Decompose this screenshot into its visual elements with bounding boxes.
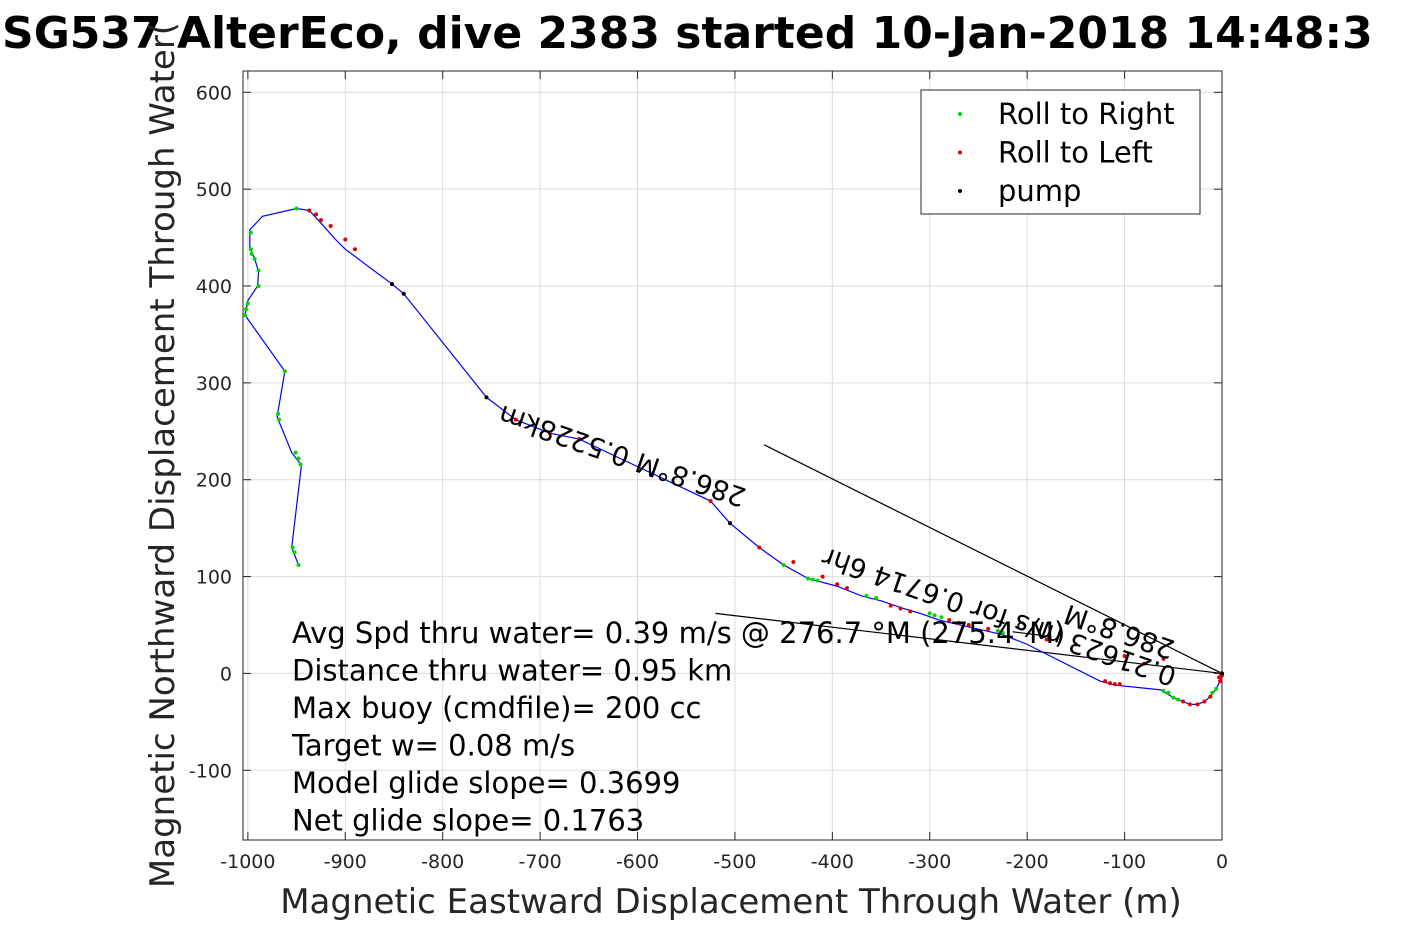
legend-marker xyxy=(958,112,962,116)
x-tick-label: -500 xyxy=(713,851,756,873)
roll-left-point xyxy=(314,212,318,216)
roll-right-point xyxy=(253,257,257,261)
heading-annotation: 286.8°M 0.5228km xyxy=(495,398,750,512)
roll-right-point xyxy=(297,456,301,460)
roll-left-point xyxy=(1208,695,1212,699)
roll-right-point xyxy=(257,269,261,273)
roll-right-point xyxy=(1176,698,1180,702)
roll-right-point xyxy=(1214,687,1218,691)
pump-point xyxy=(728,521,732,525)
legend-label: pump xyxy=(998,174,1081,208)
stats-block: Avg Spd thru water= 0.39 m/s @ 276.7 °M … xyxy=(291,616,1065,838)
roll-left-point xyxy=(1103,679,1107,683)
roll-left-point xyxy=(1188,702,1192,706)
y-tick-label: 0 xyxy=(220,663,232,685)
legend-marker xyxy=(958,189,962,193)
roll-right-point xyxy=(250,252,254,256)
roll-left-point xyxy=(1181,700,1185,704)
roll-left-point xyxy=(307,208,311,212)
x-tick-label: -400 xyxy=(811,851,854,873)
roll-left-point xyxy=(1113,682,1117,686)
roll-right-point xyxy=(257,284,261,288)
roll-left-point xyxy=(353,247,357,251)
roll-left-point xyxy=(908,609,912,613)
roll-left-point xyxy=(791,560,795,564)
roll-right-point xyxy=(291,546,295,550)
x-tick-label: -600 xyxy=(616,851,659,873)
stats-line: Avg Spd thru water= 0.39 m/s @ 276.7 °M … xyxy=(292,616,1065,650)
x-tick-label: -800 xyxy=(421,851,464,873)
roll-right-point xyxy=(277,418,281,422)
roll-right-point xyxy=(295,207,299,211)
y-axis-label: Magnetic Northward Displacement Through … xyxy=(143,22,183,888)
roll-right-point xyxy=(782,563,786,567)
stats-line: Distance thru water= 0.95 km xyxy=(292,654,732,688)
y-tick-label: 500 xyxy=(196,179,232,201)
pump-point xyxy=(402,292,406,296)
x-tick-label: -700 xyxy=(519,851,562,873)
roll-right-point xyxy=(298,462,302,466)
roll-left-point xyxy=(343,238,347,242)
legend-marker xyxy=(958,151,962,155)
roll-right-point xyxy=(816,578,820,582)
x-tick-label: -200 xyxy=(1006,851,1049,873)
roll-left-point xyxy=(845,586,849,590)
x-tick-label: -900 xyxy=(324,851,367,873)
roll-left-point xyxy=(821,575,825,579)
roll-right-point xyxy=(283,369,287,373)
roll-right-point xyxy=(276,412,280,416)
stats-line: Target w= 0.08 m/s xyxy=(291,729,575,763)
roll-left-point xyxy=(899,607,903,611)
roll-left-point xyxy=(1202,700,1206,704)
roll-right-point xyxy=(1171,696,1175,700)
roll-right-point xyxy=(1210,691,1214,695)
stats-line: Max buoy (cmdfile)= 200 cc xyxy=(292,691,701,725)
roll-left-point xyxy=(1217,675,1221,679)
roll-left-point xyxy=(1218,679,1222,683)
roll-right-point xyxy=(864,594,868,598)
y-tick-label: 200 xyxy=(196,470,232,492)
roll-right-point xyxy=(243,313,247,317)
chart: SG537 AlterEco, dive 2383 started 10-Jan… xyxy=(0,0,1417,945)
x-tick-label: -300 xyxy=(908,851,951,873)
x-tick-label: 0 xyxy=(1216,851,1228,873)
roll-right-point xyxy=(297,563,301,567)
y-tick-label: 100 xyxy=(196,567,232,589)
roll-left-point xyxy=(889,604,893,608)
roll-left-point xyxy=(329,224,333,228)
roll-left-point xyxy=(319,218,323,222)
legend-label: Roll to Left xyxy=(998,136,1153,170)
x-axis-label: Magnetic Eastward Displacement Through W… xyxy=(280,882,1182,922)
stats-line: Model glide slope= 0.3699 xyxy=(292,766,680,800)
roll-right-point xyxy=(806,577,810,581)
stats-line: Net glide slope= 0.1763 xyxy=(292,804,644,838)
pump-point xyxy=(485,395,489,399)
roll-right-point xyxy=(244,307,248,311)
roll-left-point xyxy=(1108,681,1112,685)
roll-left-point xyxy=(1118,682,1122,686)
roll-right-point xyxy=(811,577,815,581)
roll-left-point xyxy=(757,546,761,550)
y-tick-label: -100 xyxy=(189,760,232,782)
y-tick-label: 600 xyxy=(196,82,232,104)
roll-right-point xyxy=(294,451,298,455)
roll-left-point xyxy=(1196,702,1200,706)
x-tick-label: -100 xyxy=(1103,851,1146,873)
roll-right-point xyxy=(249,247,253,251)
chart-title: SG537 AlterEco, dive 2383 started 10-Jan… xyxy=(2,8,1373,59)
legend-label: Roll to Right xyxy=(998,97,1175,131)
y-tick-label: 300 xyxy=(196,373,232,395)
y-tick-label: 400 xyxy=(196,276,232,298)
x-tick-label: -1000 xyxy=(220,851,275,873)
roll-right-point xyxy=(246,301,250,305)
roll-left-point xyxy=(835,582,839,586)
roll-right-point xyxy=(928,611,932,615)
pump-point xyxy=(1220,671,1224,675)
legend: Roll to Right Roll to Left pump xyxy=(921,90,1200,214)
roll-right-point xyxy=(293,550,297,554)
pump-point xyxy=(390,282,394,286)
roll-right-point xyxy=(874,596,878,600)
roll-right-point xyxy=(249,231,253,235)
